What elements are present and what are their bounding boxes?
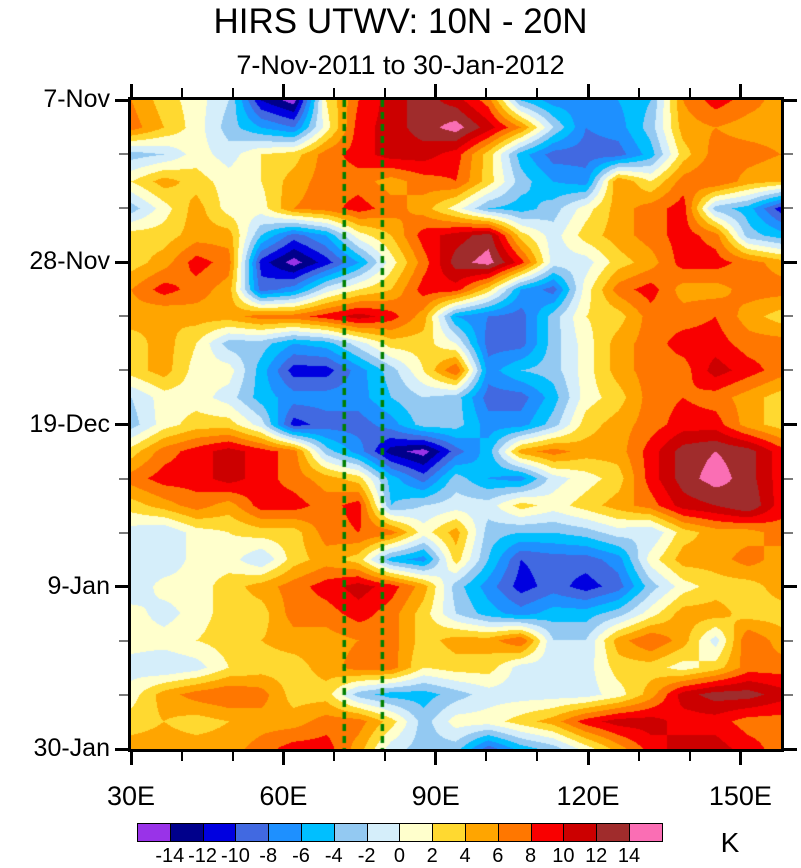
colorbar-tick-label: 0 (393, 845, 405, 867)
colorbar-tick-label: -14 (155, 845, 185, 867)
x-minor-tick-top (180, 88, 183, 97)
chart-title: HIRS UTWV: 10N - 20N (213, 2, 588, 41)
x-major-tick-top (434, 84, 438, 97)
x-major-tick (434, 752, 438, 765)
y-major-tick (115, 98, 128, 102)
colorbar-swatch (169, 823, 204, 842)
x-tick-label: 60E (259, 781, 308, 811)
x-minor-tick (180, 752, 183, 761)
colorbar-swatch (268, 823, 302, 842)
colorbar-tick-label: 10 (552, 845, 575, 867)
colorbar-swatch (333, 823, 368, 842)
x-minor-tick-top (536, 88, 539, 97)
colorbar-tick-label: -12 (188, 845, 218, 867)
y-minor-tick-right (784, 639, 793, 642)
y-tick-label: 9-Jan (47, 571, 110, 600)
colorbar-swatch (596, 823, 630, 842)
y-minor-tick-right (784, 693, 793, 696)
colorbar-tick-label: 6 (492, 845, 504, 867)
colorbar-swatch (366, 823, 401, 842)
colorbar-tick-label: -2 (357, 845, 376, 867)
x-minor-tick-top (383, 88, 386, 97)
y-major-tick (115, 585, 128, 589)
y-major-tick-right (784, 260, 797, 264)
y-major-tick (115, 423, 128, 426)
colorbar-tick-label: 4 (459, 845, 471, 867)
y-minor-tick (119, 531, 128, 534)
x-minor-tick-top (333, 88, 336, 97)
plot-border (128, 97, 784, 752)
colorbar-tick-label: -8 (259, 845, 278, 867)
y-minor-tick-right (784, 477, 793, 480)
x-minor-tick-top (637, 88, 640, 97)
colorbar-tick-label: 8 (525, 845, 537, 867)
y-minor-tick (119, 693, 128, 696)
colorbar-swatch (465, 823, 499, 842)
colorbar-tick-label: 2 (426, 845, 438, 867)
x-minor-tick (383, 752, 386, 761)
x-major-tick-top (129, 84, 133, 97)
x-minor-tick (485, 752, 488, 761)
y-tick-label: 19-Dec (29, 409, 110, 438)
x-minor-tick-top (485, 88, 488, 97)
y-tick-label: 30-Jan (33, 734, 110, 762)
y-minor-tick-right (784, 153, 793, 156)
y-minor-tick-right (784, 369, 793, 372)
y-tick-label: 7-Nov (43, 85, 110, 113)
y-major-tick-right (784, 98, 797, 102)
colorbar-swatch (497, 823, 532, 842)
x-tick-label: 120E (556, 781, 620, 811)
x-major-tick-top (738, 84, 742, 97)
colorbar-tick-label: -6 (292, 845, 310, 867)
y-major-tick-right (784, 747, 797, 751)
colorbar-tick-label: 14 (617, 845, 641, 867)
heatmap-canvas (131, 100, 781, 749)
colorbar-swatch (202, 823, 237, 842)
y-major-tick (115, 747, 128, 751)
x-minor-tick (231, 752, 234, 761)
y-minor-tick (119, 477, 128, 480)
x-major-tick (586, 752, 590, 765)
y-major-tick (115, 260, 128, 264)
chart-subtitle: 7-Nov-2011 to 30-Jan-2012 (236, 50, 565, 80)
y-minor-tick (119, 315, 128, 318)
x-tick-label: 30E (106, 781, 156, 811)
y-minor-tick-right (784, 531, 793, 534)
x-major-tick-top (586, 84, 590, 97)
y-minor-tick (119, 207, 128, 210)
x-minor-tick-top (688, 88, 691, 97)
unit-label: K (720, 827, 740, 858)
colorbar-swatch (399, 823, 434, 842)
y-minor-tick (119, 369, 128, 372)
colorbar-swatch (563, 823, 598, 842)
colorbar-swatch (235, 823, 270, 842)
x-tick-label: 90E (411, 781, 460, 811)
x-major-tick (281, 752, 285, 765)
x-tick-label: 150E (708, 781, 772, 811)
x-minor-tick (637, 752, 640, 761)
colorbar-swatch (137, 823, 171, 842)
x-major-tick (129, 752, 133, 765)
y-tick-label: 28-Nov (29, 247, 110, 276)
y-minor-tick-right (784, 315, 793, 318)
x-minor-tick (536, 752, 539, 761)
colorbar-tick-label: 12 (585, 845, 608, 867)
x-major-tick-top (281, 84, 285, 97)
y-major-tick-right (784, 585, 797, 589)
y-minor-tick-right (784, 207, 793, 210)
colorbar-swatch (629, 823, 663, 842)
colorbar-swatch (530, 823, 565, 842)
y-minor-tick (119, 639, 128, 642)
x-minor-tick-top (231, 88, 234, 97)
colorbar-tick-label: -4 (324, 845, 343, 867)
colorbar-tick-label: -10 (220, 845, 250, 867)
y-minor-tick (119, 153, 128, 156)
x-minor-tick (688, 752, 691, 761)
y-major-tick-right (784, 423, 797, 426)
x-major-tick (738, 752, 742, 765)
colorbar-swatch (432, 823, 466, 842)
colorbar-swatch (301, 823, 335, 842)
x-minor-tick (333, 752, 336, 761)
